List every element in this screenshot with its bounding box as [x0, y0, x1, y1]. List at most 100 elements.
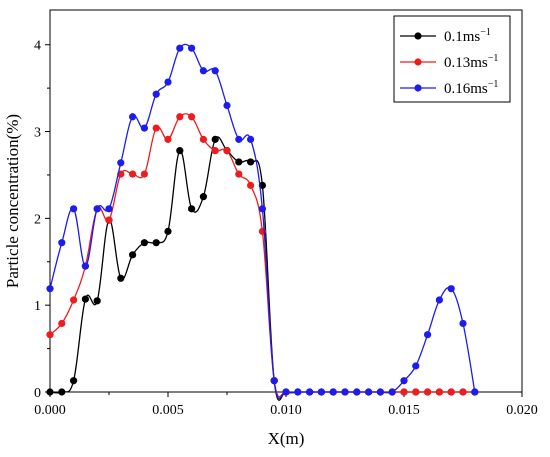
series-line [49, 136, 475, 401]
series-layer [46, 43, 479, 401]
data-point [140, 170, 148, 178]
data-point [152, 124, 160, 132]
data-point [140, 124, 148, 132]
data-point [211, 135, 219, 143]
data-point [199, 135, 207, 143]
data-point [424, 388, 432, 396]
data-point [58, 239, 66, 247]
data-point [117, 274, 125, 282]
y-tick-label: 4 [34, 39, 41, 54]
data-point [93, 205, 101, 213]
data-point [199, 67, 207, 75]
data-point [329, 388, 337, 396]
legend-marker [414, 84, 422, 92]
data-point [129, 113, 137, 121]
data-point [435, 388, 443, 396]
data-point [376, 388, 384, 396]
data-point [459, 319, 467, 328]
legend-label-superscript: −1 [488, 79, 499, 90]
series-3 [46, 43, 479, 399]
data-point [81, 262, 89, 270]
data-point [247, 135, 255, 143]
legend-label-superscript: −1 [480, 27, 491, 38]
data-point [46, 285, 54, 293]
data-point [152, 239, 160, 247]
data-point [58, 319, 66, 328]
data-point [188, 113, 196, 121]
x-tick-label: 0.000 [34, 403, 66, 418]
data-point [188, 205, 196, 213]
data-point [46, 388, 54, 396]
data-point [46, 331, 54, 339]
data-point [164, 78, 172, 86]
legend-label: 0.13ms−1 [444, 53, 498, 71]
data-point [58, 388, 66, 396]
data-point [81, 295, 89, 303]
data-point [176, 147, 184, 155]
data-point [412, 362, 420, 370]
x-tick-label: 0.015 [388, 403, 420, 418]
data-point [447, 285, 455, 293]
y-axis-title: Particle concentration(%) [3, 114, 22, 288]
data-point [400, 388, 408, 396]
data-point [176, 113, 184, 121]
legend-label-name: 0.1ms [444, 29, 480, 45]
data-point [211, 147, 219, 155]
legend-label-name: 0.13ms [444, 55, 488, 71]
data-point [93, 297, 101, 305]
data-point [353, 388, 361, 396]
data-point [176, 44, 184, 52]
legend-label-name: 0.16ms [444, 81, 488, 97]
data-point [424, 331, 432, 339]
data-point [435, 296, 443, 304]
data-point [129, 251, 137, 259]
data-point [164, 135, 172, 143]
y-tick-label: 2 [34, 212, 41, 227]
series-1 [46, 135, 479, 401]
legend-label-superscript: −1 [488, 53, 499, 64]
legend-marker [414, 32, 422, 40]
data-point [105, 216, 113, 224]
data-point [412, 388, 420, 396]
data-point [164, 227, 172, 235]
data-point [447, 388, 455, 396]
data-point [140, 239, 148, 247]
legend-label: 0.16ms−1 [444, 79, 498, 97]
x-axis-title: X(m) [268, 429, 305, 448]
data-point [459, 388, 467, 396]
data-point [341, 388, 349, 396]
x-tick-label: 0.020 [506, 403, 538, 418]
data-point [235, 135, 243, 143]
y-tick-label: 3 [34, 126, 41, 141]
data-point [306, 388, 314, 396]
series-line [49, 113, 475, 398]
legend-label: 0.1ms−1 [444, 27, 491, 45]
data-point [365, 388, 373, 396]
data-point [235, 170, 243, 178]
data-point [117, 159, 125, 167]
y-tick-label: 1 [34, 299, 41, 314]
data-point [388, 388, 396, 396]
legend: 0.1ms−10.13ms−10.16ms−1 [393, 15, 511, 103]
data-point [70, 377, 78, 385]
data-point [223, 147, 231, 155]
data-point [152, 90, 160, 98]
data-point [105, 205, 113, 213]
y-tick-label: 0 [34, 386, 41, 401]
data-point [258, 205, 266, 213]
legend-marker [414, 58, 422, 66]
data-point [247, 181, 255, 189]
data-point [235, 158, 243, 166]
series-2 [46, 113, 479, 398]
data-point [317, 388, 325, 396]
x-tick-label: 0.010 [270, 403, 302, 418]
data-point [188, 44, 196, 52]
data-point [282, 388, 290, 396]
data-point [70, 296, 78, 304]
x-tick-label: 0.005 [152, 403, 184, 418]
data-point [70, 205, 78, 213]
data-point [211, 67, 219, 75]
data-point [471, 388, 479, 396]
data-point [400, 377, 408, 385]
